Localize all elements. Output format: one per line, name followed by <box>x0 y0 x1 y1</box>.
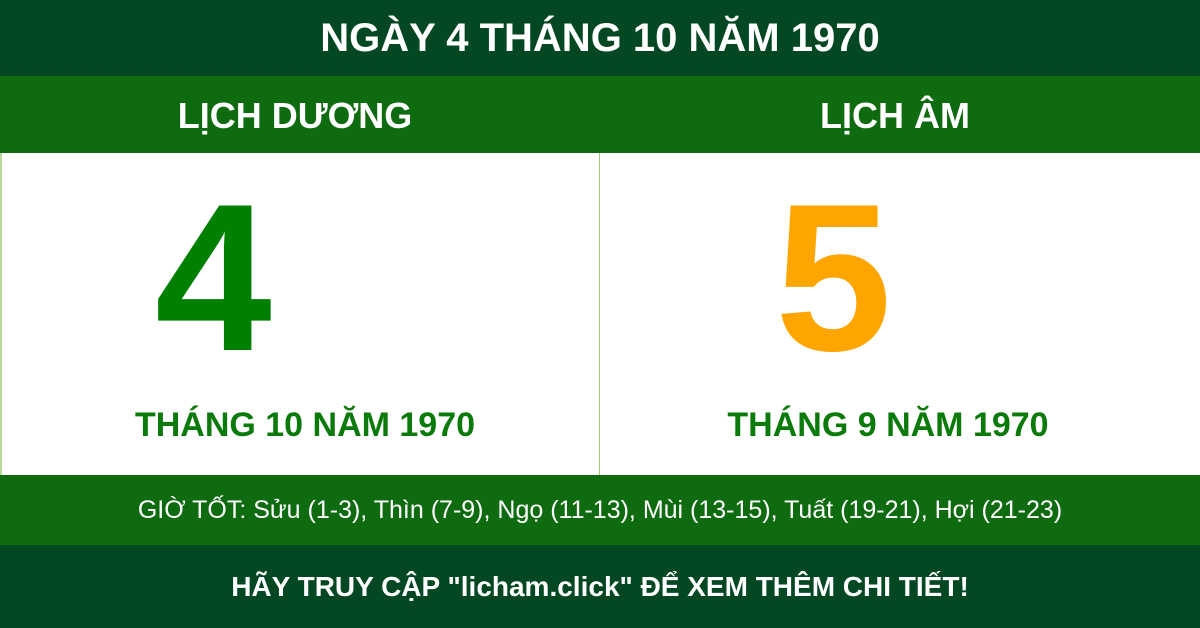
footer: HÃY TRUY CẬP "licham.click" ĐỂ XEM THÊM … <box>0 545 1200 628</box>
solar-label: LỊCH DƯƠNG <box>177 95 413 136</box>
good-hours-text: GIỜ TỐT: Sửu (1-3), Thìn (7-9), Ngọ (11-… <box>137 495 1063 524</box>
footer-text: HÃY TRUY CẬP "licham.click" ĐỂ XEM THÊM … <box>231 570 969 602</box>
lunar-month-year: THÁNG 9 NĂM 1970 <box>727 406 1049 444</box>
calendar-body <box>0 153 1200 475</box>
column-headers: LỊCH DƯƠNG LỊCH ÂM <box>0 76 1200 153</box>
title-text: NGÀY 4 THÁNG 10 NĂM 1970 <box>320 15 880 60</box>
solar-day: 4 <box>155 160 272 395</box>
solar-month-year: THÁNG 10 NĂM 1970 <box>134 406 476 444</box>
good-hours: GIỜ TỐT: Sửu (1-3), Thìn (7-9), Ngọ (11-… <box>0 475 1200 545</box>
column-divider <box>599 153 600 475</box>
lunar-day: 5 <box>775 160 892 395</box>
lunar-label: LỊCH ÂM <box>820 95 970 136</box>
page-title: NGÀY 4 THÁNG 10 NĂM 1970 <box>0 0 1200 76</box>
